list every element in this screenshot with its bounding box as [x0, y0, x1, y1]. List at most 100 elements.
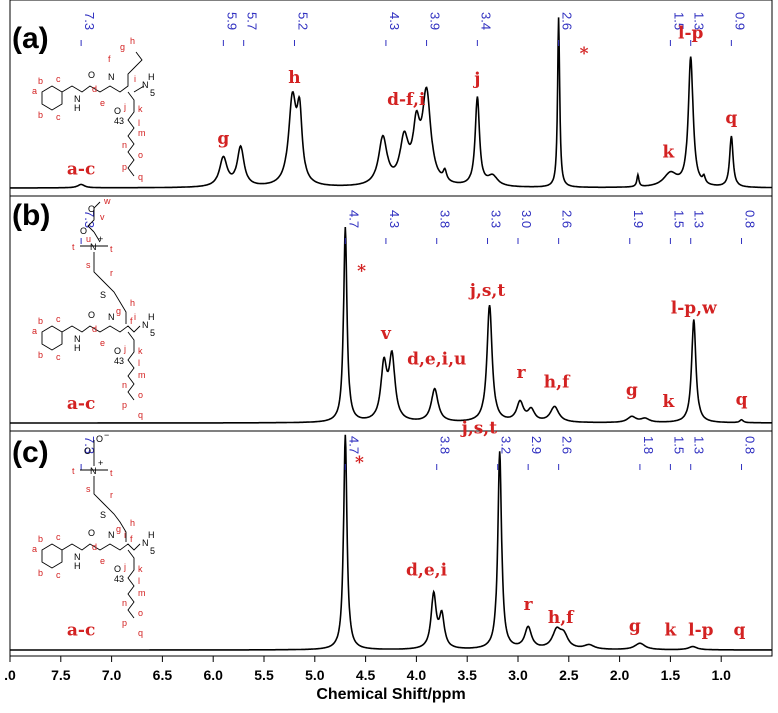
- x-tick-label: 3.5: [457, 667, 477, 683]
- peak-label: r: [517, 363, 527, 383]
- atom-label: H: [148, 530, 155, 540]
- site-label: l: [138, 358, 140, 368]
- peak-label: j,s,t: [460, 419, 498, 439]
- shift-label: 3.0: [519, 210, 534, 228]
- shift-label: 0.9: [732, 12, 747, 30]
- atom-label: N: [108, 312, 115, 322]
- site-label: l: [138, 576, 140, 586]
- peak-label: j: [472, 70, 480, 90]
- site-label: n: [122, 140, 127, 150]
- site-label: b: [38, 534, 43, 544]
- site-label: b: [38, 350, 43, 360]
- site-label: m: [138, 128, 146, 138]
- x-axis-title: Chemical Shift/ppm: [316, 686, 465, 703]
- x-tick-label: 2.5: [559, 667, 579, 683]
- peak-label: r: [524, 595, 534, 615]
- shift-label: 5.7: [245, 12, 260, 30]
- x-tick-label: 6.0: [203, 667, 223, 683]
- shift-label: 3.9: [428, 12, 443, 30]
- shift-label: 5.9: [224, 12, 239, 30]
- site-label: r: [110, 268, 113, 278]
- site-label: a: [32, 326, 37, 336]
- shift-label: 2.6: [560, 210, 575, 228]
- peak-label: *: [355, 453, 364, 473]
- shift-label: 3.4: [478, 12, 493, 30]
- shift-label: 0.8: [743, 210, 758, 228]
- peak-label: a-c: [67, 160, 95, 180]
- atom-label: N: [142, 80, 149, 90]
- shift-annotations: 7.3 5.9 5.7 5.2 4.3 3.9 3.4 2.6 1.5 1.3 0.9 7.3 4.7 4…: [80, 12, 758, 470]
- repeat-count: 43: [114, 356, 124, 366]
- peak-label: q: [725, 109, 737, 129]
- shift-label: 7.3: [82, 210, 97, 228]
- structure-a: a b b c c N H O N O N H 5 d e f g h i j …: [32, 36, 155, 182]
- structure-c: a b b c c O − O N + S N H O N O N H 5 t …: [32, 430, 155, 638]
- site-label: g: [116, 306, 121, 316]
- site-label: o: [138, 390, 143, 400]
- atom-label: O: [84, 446, 91, 456]
- x-tick-label: 4.0: [407, 667, 427, 683]
- spectrum-line: [10, 226, 772, 424]
- atom-label: O: [114, 564, 121, 574]
- site-label: p: [122, 400, 127, 410]
- peak-label: a-c: [67, 394, 95, 414]
- site-label: p: [122, 618, 127, 628]
- atom-label: −: [104, 430, 109, 440]
- shift-label: 3.2: [499, 436, 514, 454]
- spectrum-line: [10, 17, 772, 189]
- atom-label: H: [148, 72, 155, 82]
- atom-label: O: [96, 434, 103, 444]
- site-label: q: [138, 410, 143, 420]
- site-label: q: [138, 628, 143, 638]
- shift-label: 0.8: [743, 436, 758, 454]
- site-label: e: [100, 556, 105, 566]
- atom-label: N: [74, 334, 81, 344]
- atom-label: H: [148, 312, 155, 322]
- shift-label: 1.5: [671, 436, 686, 454]
- atom-label: O: [88, 204, 95, 214]
- peak-label: q: [734, 621, 746, 641]
- site-label: c: [56, 314, 61, 324]
- site-label: c: [56, 570, 61, 580]
- peak-label: l-p: [688, 621, 714, 641]
- shift-label: 1.5: [671, 12, 686, 30]
- peak-label: j,s,t: [468, 281, 506, 301]
- peak-label: h,f: [544, 373, 571, 393]
- atom-label: +: [98, 234, 103, 244]
- repeat-count: 43: [114, 116, 124, 126]
- atom-label: S: [100, 290, 106, 300]
- atom-label: N: [142, 538, 149, 548]
- atom-label: N: [74, 94, 81, 104]
- peak-label: g: [629, 616, 641, 636]
- peak-label: *: [357, 262, 366, 282]
- site-label: t: [110, 468, 113, 478]
- x-tick-label: 3.0: [508, 667, 528, 683]
- shift-label: 4.7: [346, 210, 361, 228]
- site-label: d: [92, 542, 97, 552]
- site-label: o: [138, 150, 143, 160]
- peak-label: v: [380, 324, 392, 344]
- site-label: e: [100, 98, 105, 108]
- site-label: n: [122, 598, 127, 608]
- structure-b: a b b c c O O N + S N H O N O N H 5 w v …: [32, 196, 155, 420]
- site-label: i: [134, 74, 136, 84]
- site-label: f: [108, 54, 111, 64]
- peak-label: h: [288, 68, 300, 88]
- site-label: a: [32, 544, 37, 554]
- panel-label: (b): [12, 199, 50, 232]
- site-label: j: [123, 102, 126, 112]
- shift-label: 4.3: [387, 12, 402, 30]
- panel-frames: [9, 0, 773, 657]
- site-label: a: [32, 86, 37, 96]
- atom-label: N: [90, 466, 97, 476]
- peak-label: l-p: [678, 24, 704, 44]
- atom-label: H: [74, 103, 81, 113]
- peak-label: k: [665, 621, 678, 641]
- peak-label: d-f,i: [387, 90, 426, 110]
- site-label: e: [100, 338, 105, 348]
- atom-label: S: [100, 510, 106, 520]
- peak-label: g: [626, 380, 638, 400]
- panel-label: (a): [12, 22, 49, 55]
